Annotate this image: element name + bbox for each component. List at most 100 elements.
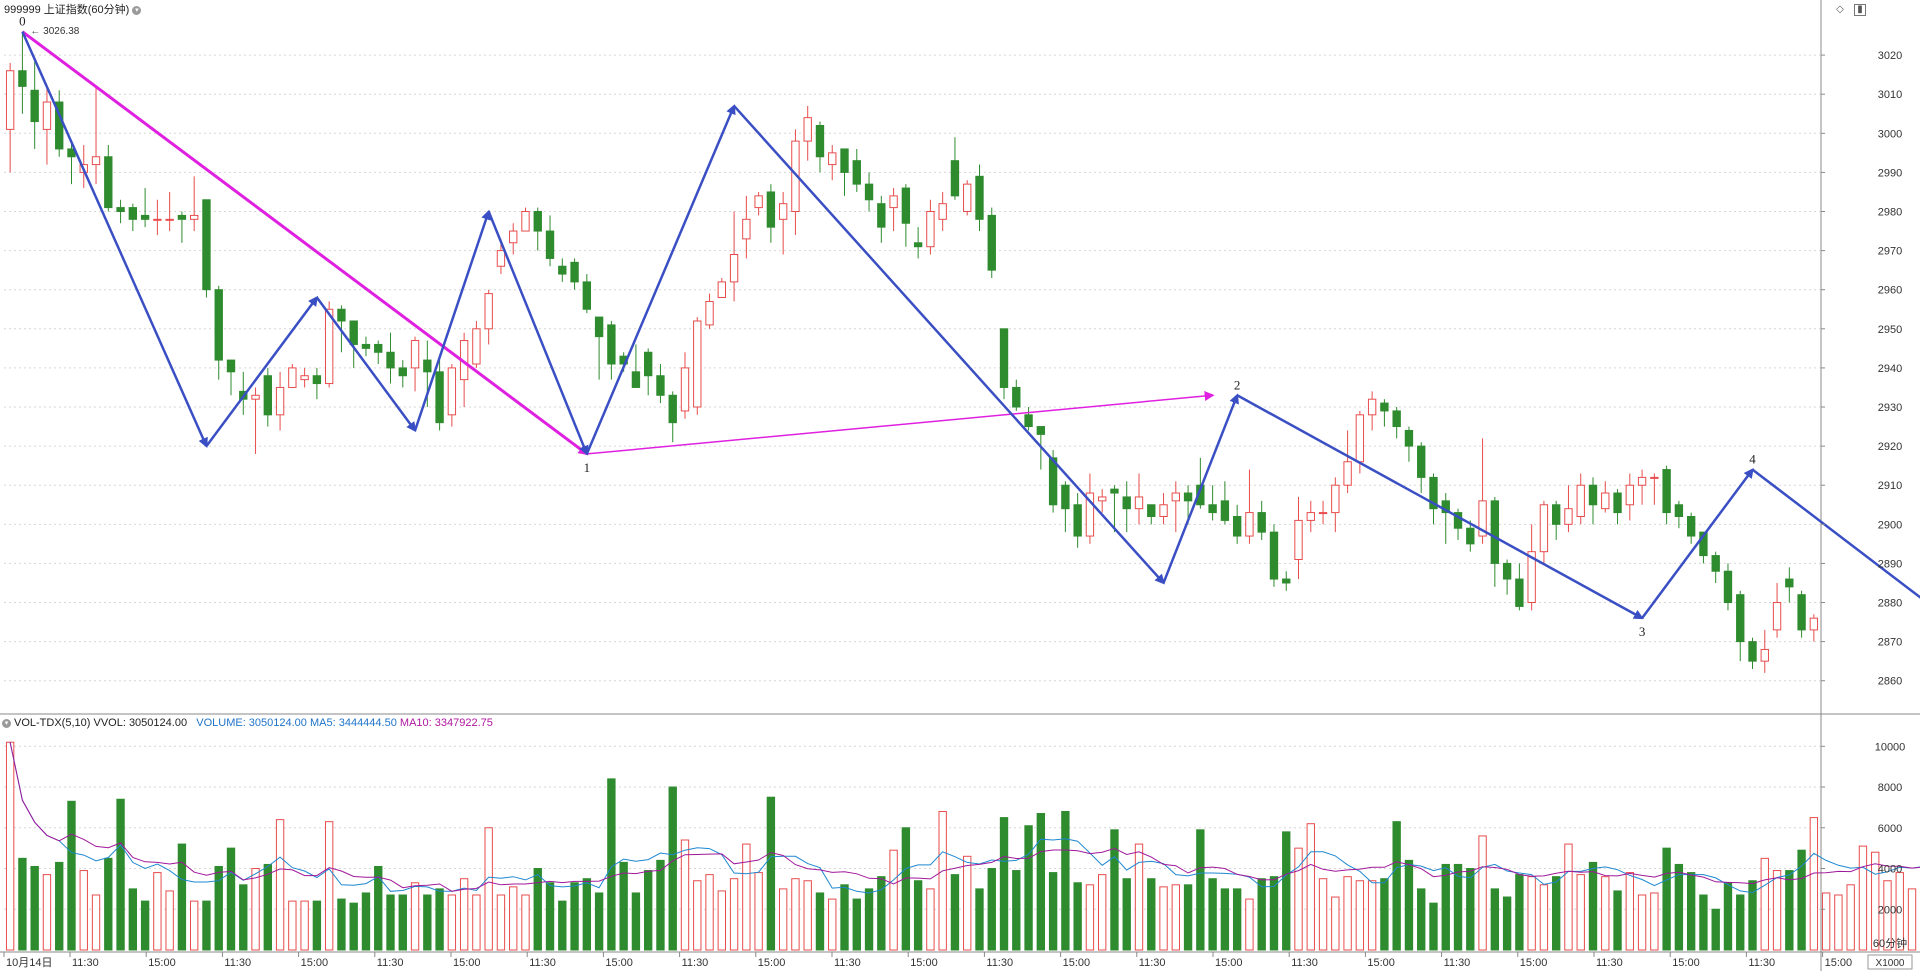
candle-down xyxy=(975,175,984,220)
volume-bar-down xyxy=(116,798,125,951)
candle-up xyxy=(680,367,690,412)
candle-up xyxy=(717,281,726,299)
candle-down xyxy=(386,351,395,369)
volume-axis: 10000 8000 6000 4000 2000 X1000 xyxy=(1821,741,1913,970)
volume-bar-up xyxy=(190,900,199,951)
diamond-icon[interactable]: ◇ xyxy=(1836,4,1844,15)
candle-up xyxy=(1625,484,1634,506)
time-tick-label: 11:30 xyxy=(682,957,709,969)
time-tick-label: 10月14日 xyxy=(6,957,52,969)
candle-up xyxy=(251,394,260,400)
candle-down xyxy=(116,207,125,213)
volume-bar-down xyxy=(1392,821,1401,951)
ma10-line xyxy=(9,742,1920,892)
time-tick-label: 11:30 xyxy=(1291,957,1318,969)
volume-bar-down xyxy=(1723,882,1733,951)
time-tick-label: 15:00 xyxy=(758,957,786,969)
volume-bar-up xyxy=(1907,888,1917,951)
candle-down xyxy=(1196,484,1205,506)
candle-up xyxy=(1085,492,1095,537)
wave-annotations: 0← 3026.38123440← 2858.5841 xyxy=(19,14,1756,640)
candle-down xyxy=(1208,504,1217,514)
candle-down xyxy=(1662,469,1671,514)
candle-down xyxy=(901,187,911,224)
volume-bar-up xyxy=(1858,845,1868,951)
volume-bar-down xyxy=(644,870,653,951)
candle-up xyxy=(1809,617,1819,631)
candle-down xyxy=(1453,512,1463,529)
wave-line xyxy=(413,209,491,431)
price-tick-label: 2930 xyxy=(1878,402,1902,414)
volume-bar-down xyxy=(545,882,555,951)
candle-down xyxy=(1515,578,1524,607)
candle-up xyxy=(828,152,837,166)
volume-bar-up xyxy=(1355,880,1365,951)
volume-bar-down xyxy=(55,861,64,951)
volume-bar-down xyxy=(950,874,960,951)
candle-up xyxy=(1318,512,1328,515)
wave-line xyxy=(585,104,736,455)
price-tick-label: 2920 xyxy=(1878,441,1902,453)
volume-bar-down xyxy=(1785,870,1794,951)
candle-down xyxy=(104,156,113,209)
volume-bar-down xyxy=(1711,908,1720,951)
time-tick-label: 15:00 xyxy=(1672,957,1700,969)
volume-bar-down xyxy=(840,884,849,951)
volume-bar-down xyxy=(1122,878,1131,951)
volume-bar-down xyxy=(815,892,825,951)
time-tick-label: 11:30 xyxy=(529,957,556,969)
volume-bar-down xyxy=(1048,872,1058,951)
candle-down xyxy=(545,230,555,259)
time-tick-label: 11:30 xyxy=(986,957,1013,969)
wave-line xyxy=(586,391,1215,455)
candle-down xyxy=(987,214,996,271)
candle-down xyxy=(214,289,223,361)
candle-down xyxy=(1674,504,1684,517)
candle-down xyxy=(1282,578,1291,584)
candle-down xyxy=(177,214,187,220)
volume-bar-down xyxy=(202,900,211,951)
volume-bar-down xyxy=(1736,894,1745,951)
candle-down xyxy=(1429,476,1438,510)
wave-line xyxy=(487,211,589,456)
candle-down xyxy=(913,242,923,248)
volume-bar-down xyxy=(987,868,996,951)
volume-bar-down xyxy=(177,843,187,951)
volume-bar-down xyxy=(1453,863,1463,951)
chevron-down-icon[interactable]: ▾ xyxy=(132,5,142,15)
candle-down xyxy=(1220,500,1230,521)
chevron-down-icon[interactable]: ▾ xyxy=(2,718,11,728)
candle-down xyxy=(18,70,27,87)
time-tick-label: 15:00 xyxy=(1063,957,1091,969)
candle-up xyxy=(693,320,702,408)
period-label: 60分钟 xyxy=(1873,936,1907,950)
candle-down xyxy=(1466,527,1475,545)
time-tick-label: 15:00 xyxy=(1520,957,1548,969)
volume-bar-down xyxy=(1686,872,1696,951)
volume-bar-down xyxy=(386,894,395,951)
price-tick-label: 2970 xyxy=(1878,246,1902,258)
wave-line xyxy=(1751,468,1920,599)
candle-down xyxy=(950,160,960,197)
volume-bar-up xyxy=(1343,876,1352,951)
time-axis: 10月14日 11:30 15:00 11:30 15:00 11:30 15:00 11:3… xyxy=(3,936,1907,969)
volume-bar-down xyxy=(1748,880,1757,951)
candle-up xyxy=(165,218,174,221)
price-tick-label: 2900 xyxy=(1878,519,1902,531)
volume-bar-up xyxy=(484,827,493,951)
candle-up xyxy=(1637,476,1647,486)
candle-down xyxy=(1686,515,1696,537)
panel-toggle-icon[interactable]: ▮ xyxy=(1854,4,1866,16)
candle-up xyxy=(1478,500,1487,537)
candle-up xyxy=(1343,461,1352,486)
volume-bar-up xyxy=(1527,876,1536,951)
candle-up xyxy=(91,156,101,166)
volume-bar-down xyxy=(1061,810,1070,951)
candle-up xyxy=(1772,602,1782,631)
volume-bar-up xyxy=(447,894,457,951)
candle-up xyxy=(410,340,420,369)
candle-up xyxy=(742,218,751,240)
volume-bar-up xyxy=(1171,884,1180,951)
volume-bar-up xyxy=(472,894,481,951)
candle-down xyxy=(1748,641,1757,662)
